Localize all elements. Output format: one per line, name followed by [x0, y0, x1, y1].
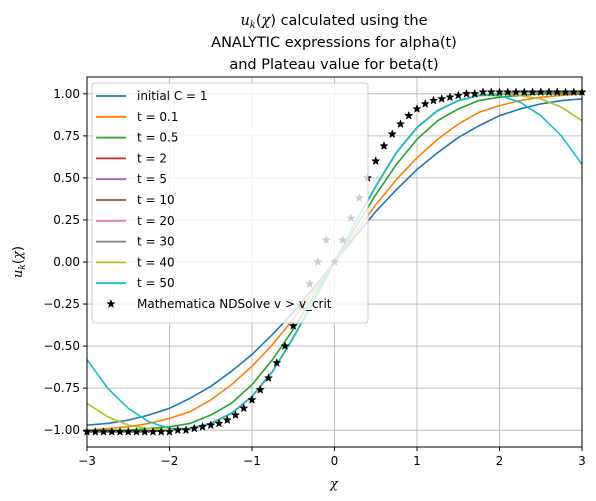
chart-title-line-1: uk(χ) calculated using the — [240, 13, 427, 31]
y-tick-label: −0.50 — [43, 339, 80, 353]
x-tick-label: −3 — [78, 454, 96, 468]
marker-point — [90, 426, 100, 436]
legend-label-5: t = 5 — [137, 172, 167, 186]
y-tick-label: 0.50 — [53, 171, 80, 185]
legend-label-9: t = 40 — [137, 255, 175, 269]
y-tick-label: −0.25 — [43, 297, 80, 311]
y-tick-label: 0.00 — [53, 255, 80, 269]
marker-point — [437, 93, 447, 103]
marker-point — [511, 87, 521, 97]
chart-title-line-3: and Plateau value for beta(t) — [229, 57, 438, 73]
marker-point — [107, 426, 117, 436]
marker-point — [387, 129, 397, 139]
legend-label-7: t = 20 — [137, 214, 175, 228]
chart-title-line-2: ANALYTIC expressions for alpha(t) — [211, 35, 457, 51]
marker-point — [544, 87, 554, 97]
marker-point — [486, 87, 496, 97]
marker-point — [445, 92, 455, 102]
y-tick-label: −1.00 — [43, 423, 80, 437]
marker-point — [140, 426, 150, 436]
marker-point — [560, 87, 571, 97]
y-axis-label: uk(χ) — [11, 246, 28, 278]
marker-point — [173, 425, 183, 435]
marker-point — [197, 421, 208, 431]
marker-point — [263, 373, 274, 383]
chart-title: uk(χ) calculated using the ANALYTIC expr… — [211, 13, 457, 73]
marker-point — [404, 110, 414, 120]
marker-point — [164, 426, 175, 436]
legend-label-10: t = 50 — [137, 276, 175, 290]
legend-label-3: t = 0.5 — [137, 131, 178, 145]
marker-point — [552, 87, 562, 97]
marker-point — [478, 87, 488, 97]
marker-point — [181, 425, 191, 435]
marker-point — [189, 423, 199, 433]
y-tick-label: 0.25 — [53, 213, 80, 227]
marker-point — [239, 403, 249, 413]
legend-label-1: initial C = 1 — [137, 89, 208, 103]
x-tick-label: 2 — [496, 454, 504, 468]
marker-point — [222, 415, 232, 425]
legend-label-4: t = 2 — [137, 151, 167, 165]
marker-point — [255, 384, 265, 394]
legend-label-8: t = 30 — [137, 235, 175, 249]
legend-box — [91, 82, 369, 324]
legend-marker-swatch — [106, 299, 116, 308]
marker-point — [123, 426, 133, 436]
marker-point — [494, 87, 505, 97]
marker-point — [115, 426, 125, 436]
y-tick-label: −0.75 — [43, 381, 80, 395]
marker-point — [98, 426, 109, 436]
legend: initial C = 1 t = 0.1 t = 0.5 t = 2 t = 5 t =… — [91, 82, 369, 324]
marker-point — [503, 87, 513, 97]
legend-label-6: t = 10 — [137, 193, 175, 207]
y-tick-label: 0.75 — [53, 129, 80, 143]
marker-point — [206, 420, 216, 430]
x-tick-label: −1 — [243, 454, 261, 468]
x-axis-label: χ — [329, 477, 339, 492]
marker-point — [536, 87, 546, 97]
marker-point — [230, 410, 241, 420]
marker-point — [247, 394, 257, 404]
marker-point — [412, 104, 422, 113]
marker-point — [453, 90, 463, 100]
marker-point — [569, 87, 579, 97]
marker-point — [156, 426, 166, 436]
x-tick-label: 3 — [578, 454, 586, 468]
marker-point — [131, 426, 142, 436]
y-tick-label: 1.00 — [53, 87, 80, 101]
marker-point — [280, 341, 290, 351]
marker-point — [420, 98, 430, 108]
marker-point — [288, 320, 298, 330]
marker-point — [272, 357, 282, 367]
legend-label-2: t = 0.1 — [137, 110, 178, 124]
marker-point — [470, 88, 480, 98]
marker-point — [371, 156, 381, 166]
x-tick-label: 0 — [331, 454, 339, 468]
marker-point — [461, 88, 472, 98]
marker-point — [214, 418, 224, 428]
marker-point — [519, 87, 529, 97]
legend-label-11: Mathematica NDSolve v > v_crit — [137, 297, 332, 311]
marker-point — [395, 119, 406, 129]
axis-ticks: −3 −2 −1 0 1 2 3 −1.00 −0.75 −0.50 −0.25 0.00 0.25 0.… — [43, 87, 586, 468]
x-tick-label: 1 — [413, 454, 421, 468]
marker-point — [148, 426, 158, 436]
marker-point — [379, 141, 389, 150]
marker-point — [527, 87, 538, 97]
marker-point — [428, 95, 439, 105]
x-tick-label: −2 — [161, 454, 179, 468]
